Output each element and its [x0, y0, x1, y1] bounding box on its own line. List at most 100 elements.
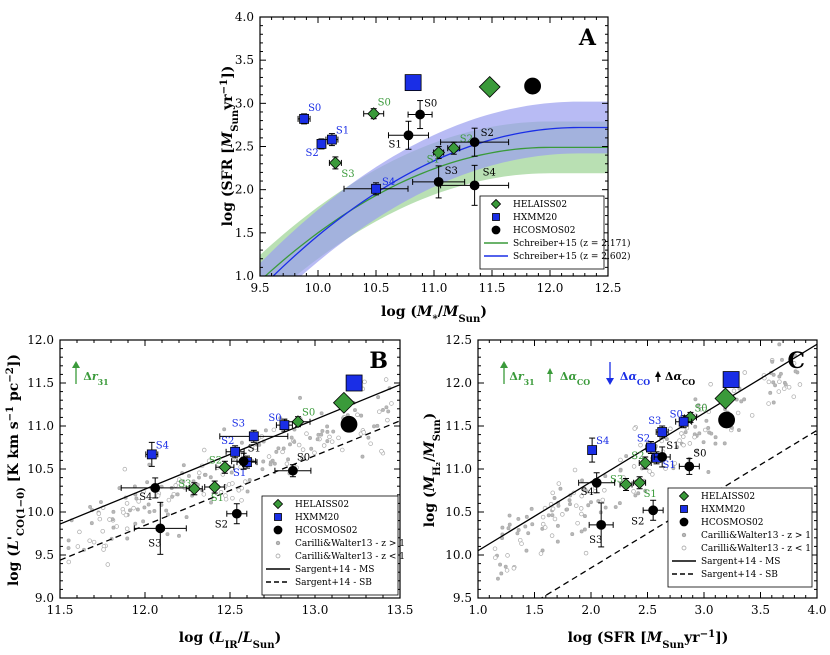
bg-point-z-lt-1 — [687, 441, 693, 446]
legend-label: Carilli&Walter13 - z < 1 — [701, 544, 811, 554]
bg-point-z-gt-1 — [359, 413, 364, 418]
bg-point-z-lt-1 — [91, 539, 97, 545]
x-tick-label: 13.5 — [387, 603, 414, 617]
data-point-hxmm20 — [645, 442, 656, 453]
bg-point-z-gt-1 — [111, 525, 116, 530]
data-point-hxmm20 — [678, 416, 689, 427]
bg-point-z-gt-1 — [675, 445, 680, 450]
x-tick-label: 11.0 — [421, 281, 448, 295]
bg-point-z-gt-1 — [145, 480, 150, 485]
bg-point-z-gt-1 — [274, 449, 279, 454]
bg-point-z-lt-1 — [560, 512, 565, 517]
legend-marker — [272, 498, 284, 510]
bg-point-z-gt-1 — [693, 397, 698, 402]
bg-point-z-gt-1 — [278, 416, 283, 421]
data-point-hcosmos02 — [684, 461, 695, 472]
bg-point-z-lt-1 — [549, 533, 555, 538]
x-tick-label: 12.0 — [132, 603, 159, 617]
arrow-head-icon — [655, 371, 661, 377]
bg-point-z-gt-1 — [319, 411, 324, 416]
point-label: S0 — [694, 403, 707, 414]
bg-point-z-gt-1 — [187, 474, 191, 478]
bg-point-z-gt-1 — [263, 428, 268, 433]
bg-point-z-gt-1 — [66, 546, 71, 550]
bg-point-z-lt-1 — [101, 547, 106, 552]
annotation-delta-aco-black: ΔαCO — [665, 370, 695, 387]
bg-point-z-gt-1 — [603, 505, 608, 510]
bg-point-z-lt-1 — [304, 431, 309, 436]
bg-point-z-lt-1 — [702, 427, 708, 433]
legend-box — [261, 495, 399, 596]
bg-point-z-gt-1 — [618, 468, 623, 473]
bg-point-z-lt-1 — [230, 481, 235, 486]
bg-point-z-lt-1 — [618, 457, 623, 463]
legend-marker — [490, 198, 502, 210]
bg-point-z-gt-1 — [582, 514, 587, 519]
x-tick-label: 3.0 — [694, 603, 713, 617]
annotation-delta-r31: Δr31 — [509, 370, 534, 387]
point-label: S0 — [308, 103, 321, 114]
bg-point-z-gt-1 — [771, 380, 776, 385]
data-point-helaiss02 — [447, 141, 461, 155]
bg-point-z-lt-1 — [105, 562, 111, 567]
bg-point-z-lt-1 — [123, 512, 129, 518]
bg-point-z-lt-1 — [280, 449, 285, 455]
bg-point-z-gt-1 — [530, 522, 535, 527]
bg-point-z-gt-1 — [773, 383, 778, 388]
y-tick-label: 4.0 — [235, 10, 254, 24]
bg-point-z-lt-1 — [735, 410, 741, 416]
data-point-hcosmos02 — [469, 137, 480, 148]
legend-label: HELAISS02 — [701, 492, 755, 502]
total-point-helaiss02 — [714, 387, 737, 410]
bg-point-z-gt-1 — [229, 470, 234, 475]
bg-point-z-lt-1 — [312, 450, 317, 456]
bg-point-z-gt-1 — [247, 478, 252, 482]
bg-point-z-lt-1 — [575, 520, 580, 526]
panel-B: S0 S1 S2 S3 S0 S1 S2 S3 S4 S0 S1 S2 S3 S4 11.5 12.0 12.5… — [27, 333, 413, 617]
legend-label: Sargent+14 - MS — [295, 565, 374, 575]
bg-point-z-lt-1 — [556, 481, 562, 486]
x-tick-label: 1.0 — [468, 603, 487, 617]
x-tick-label: 9.5 — [250, 281, 269, 295]
bg-point-z-lt-1 — [239, 498, 244, 503]
bg-point-z-lt-1 — [321, 443, 327, 448]
point-label: S2 — [305, 148, 318, 159]
bg-point-z-lt-1 — [600, 497, 605, 503]
bg-point-z-lt-1 — [340, 447, 345, 453]
bg-point-z-gt-1 — [288, 442, 292, 447]
data-point-helaiss02 — [328, 156, 342, 170]
bg-point-z-gt-1 — [66, 538, 71, 543]
bg-point-z-lt-1 — [271, 427, 277, 433]
data-point-helaiss02 — [291, 415, 305, 429]
bg-point-z-gt-1 — [633, 493, 638, 498]
bg-point-z-lt-1 — [124, 501, 130, 506]
bg-point-z-gt-1 — [181, 479, 186, 484]
bg-point-z-gt-1 — [309, 446, 314, 451]
bg-point-z-lt-1 — [166, 497, 172, 503]
bg-point-z-gt-1 — [643, 488, 648, 493]
x-axis-title-b: log (LIR/LSun) — [179, 630, 281, 651]
bg-point-z-gt-1 — [507, 522, 512, 527]
bg-point-z-gt-1 — [272, 461, 277, 466]
data-point-hcosmos02 — [591, 477, 602, 488]
bg-point-z-gt-1 — [707, 430, 712, 435]
bg-point-z-gt-1 — [506, 526, 511, 531]
bg-point-z-lt-1 — [383, 377, 389, 382]
total-point-hcosmos02 — [340, 415, 358, 433]
data-point-hcosmos02 — [648, 505, 659, 516]
y-tick-label: 12.0 — [445, 376, 472, 390]
bg-point-z-gt-1 — [384, 405, 389, 410]
bg-point-z-gt-1 — [736, 428, 741, 432]
bg-point-z-lt-1 — [77, 529, 82, 535]
panel-label: B — [369, 348, 388, 374]
bg-point-z-gt-1 — [372, 424, 376, 429]
bg-point-z-lt-1 — [196, 470, 202, 476]
x-axis-title-c: log (SFR [MSunyr−1]) — [568, 629, 729, 651]
y-tick-label: 1.0 — [235, 269, 254, 283]
bg-point-z-lt-1 — [300, 447, 306, 452]
data-point-helaiss02 — [208, 480, 222, 494]
bg-point-z-gt-1 — [366, 435, 371, 440]
bg-point-z-gt-1 — [558, 486, 563, 491]
y-tick-label: 11.5 — [445, 419, 472, 433]
bg-point-z-lt-1 — [583, 550, 589, 556]
